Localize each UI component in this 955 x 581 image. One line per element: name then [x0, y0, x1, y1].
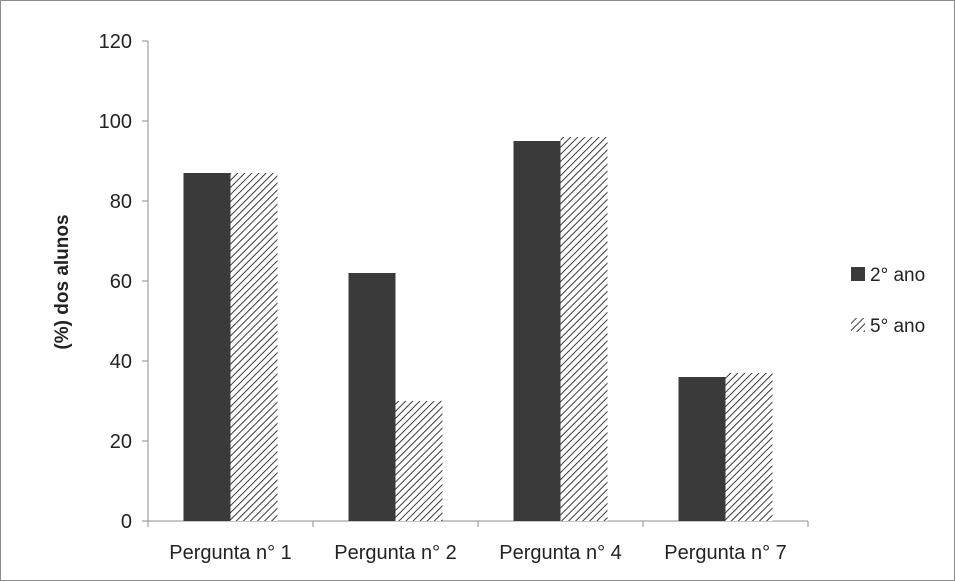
- bar: [348, 273, 396, 521]
- y-tick-label: 120: [99, 31, 132, 53]
- y-tick-label: 60: [110, 271, 132, 293]
- x-tick-label: Pergunta n° 7: [664, 542, 787, 564]
- y-axis-label: (%) dos alunos: [52, 214, 73, 349]
- y-tick-label: 20: [110, 431, 132, 453]
- bar: [678, 377, 726, 521]
- bar: [230, 173, 278, 521]
- y-tick-label: 0: [121, 511, 132, 533]
- bars: [183, 137, 773, 521]
- legend: 2° ano 5° ano: [851, 265, 925, 337]
- legend-swatch: [851, 267, 865, 281]
- y-tick-label: 100: [99, 111, 132, 133]
- x-tick-label: Pergunta n° 1: [169, 542, 292, 564]
- bar: [183, 173, 231, 521]
- bar: [395, 401, 443, 521]
- y-tick-label: 80: [110, 191, 132, 213]
- x-tick-label: Pergunta n° 2: [334, 542, 457, 564]
- legend-label: 5° ano: [870, 316, 925, 337]
- legend-label: 2° ano: [870, 265, 925, 286]
- axis-labels: (%) dos alunos: [52, 214, 73, 349]
- y-tick-label: 40: [110, 351, 132, 373]
- bar: [513, 141, 561, 521]
- legend-swatch: [851, 318, 865, 332]
- bar: [560, 137, 608, 521]
- x-tick-label: Pergunta n° 4: [499, 542, 622, 564]
- axes: 0 20 40 60 80 100 120 Pergunta n° 1 Pergunta n° …: [99, 31, 809, 564]
- bar: [725, 373, 773, 521]
